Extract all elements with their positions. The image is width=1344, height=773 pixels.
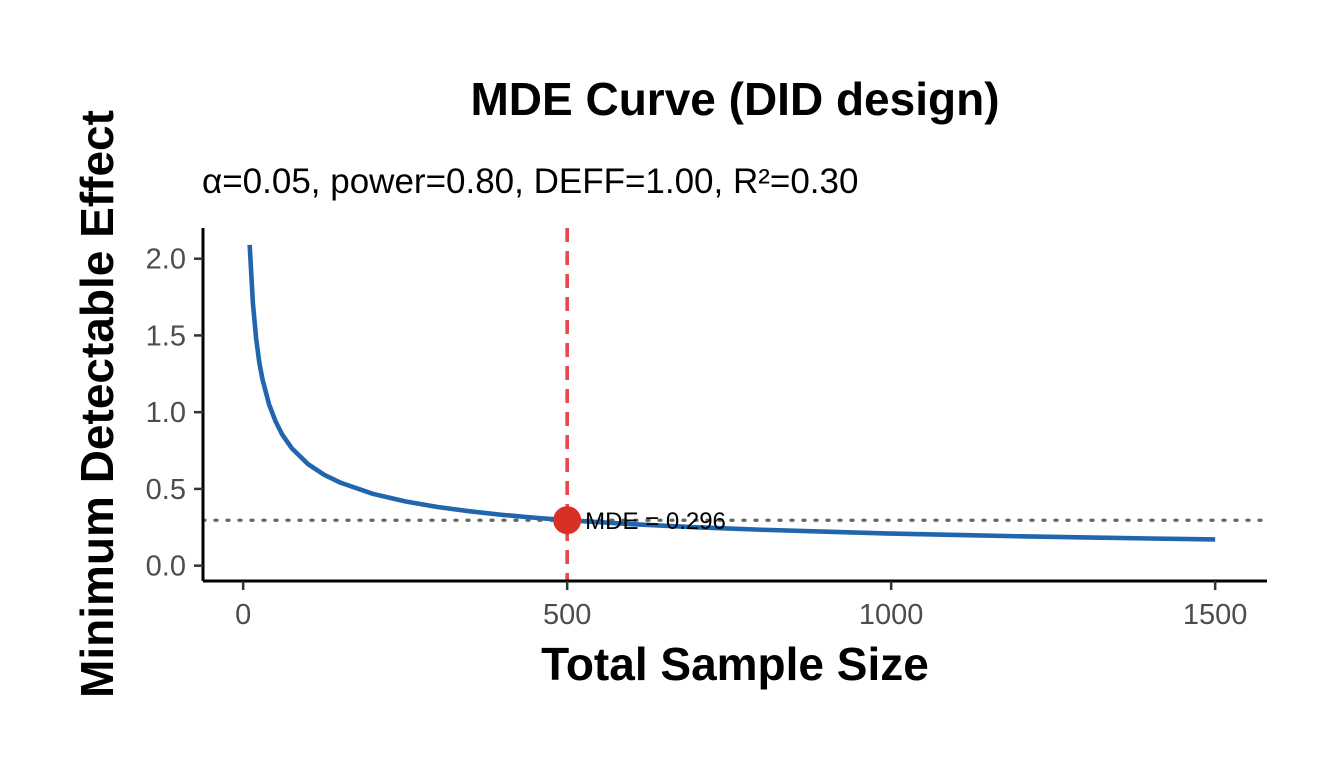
y-tick-label: 1.0 (146, 397, 186, 429)
y-axis-title: Minimum Detectable Effect (71, 110, 123, 698)
x-tick-label: 500 (543, 599, 591, 631)
y-tick-label: 1.5 (146, 320, 186, 352)
y-tick-label: 2.0 (146, 244, 186, 276)
series-line-mde (247, 244, 1216, 542)
x-tick-label: 1000 (859, 599, 924, 631)
x-tick-label: 1500 (1183, 599, 1248, 631)
chart-subtitle: α=0.05, power=0.80, DEFF=1.00, R²=0.30 (202, 162, 858, 201)
mde-annotation: MDE = 0.296 (585, 508, 726, 535)
plot-area: MDE = 0.296 0 500 1000 1500 0.0 0.5 1.0 1.5 2.0 (146, 228, 1269, 631)
mde-highlight-point (553, 506, 582, 535)
y-tick-label: 0.0 (146, 551, 186, 583)
x-tick-label: 0 (235, 599, 251, 631)
x-axis-title: Total Sample Size (541, 638, 929, 690)
y-tick-label: 0.5 (146, 474, 186, 506)
chart-title: MDE Curve (DID design) (470, 73, 999, 125)
